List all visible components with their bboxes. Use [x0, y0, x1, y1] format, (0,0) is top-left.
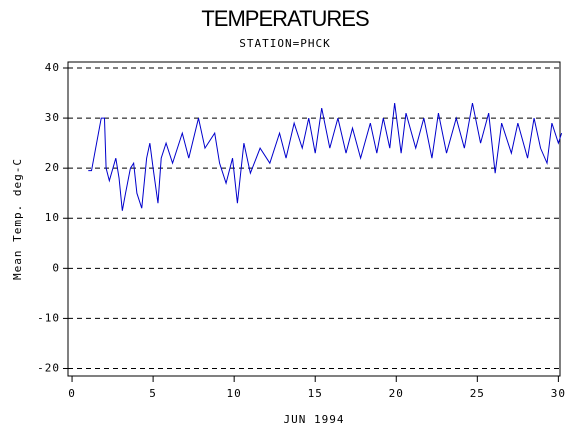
x-tick-label: 5	[149, 387, 157, 400]
y-tick-label: 30	[45, 111, 60, 124]
y-tick-label: -20	[37, 361, 60, 374]
y-tick-label: -10	[37, 311, 60, 324]
chart-title: TEMPERATURES	[201, 6, 369, 31]
chart-subtitle: STATION=PHCK	[239, 37, 330, 50]
x-tick-label: 10	[227, 387, 242, 400]
y-tick-label: 40	[45, 61, 60, 74]
x-tick-label: 25	[470, 387, 485, 400]
x-tick-label: 15	[308, 387, 323, 400]
x-tick-label: 0	[68, 387, 76, 400]
x-tick-label: 20	[389, 387, 404, 400]
y-axis-label: Mean Temp. deg-C	[11, 158, 24, 280]
x-axis-label: JUN 1994	[284, 413, 345, 426]
x-tick-label: 30	[551, 387, 566, 400]
y-tick-label: 0	[52, 261, 60, 274]
y-tick-label: 10	[45, 211, 60, 224]
plot-frame	[67, 61, 561, 377]
y-tick-label: 20	[45, 161, 60, 174]
data-line	[88, 102, 563, 211]
